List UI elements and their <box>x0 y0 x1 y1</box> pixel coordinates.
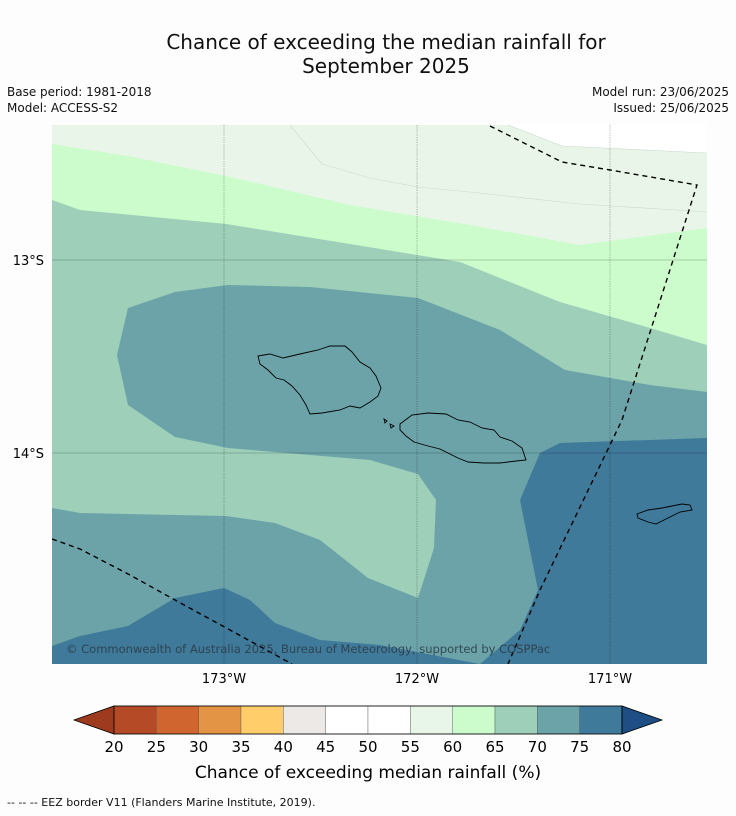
colorbar-tick-label: 20 <box>104 738 123 756</box>
colorbar-tick-label: 30 <box>189 738 208 756</box>
band-75-80-east <box>480 438 707 664</box>
issued-date: Issued: 25/06/2025 <box>613 101 729 115</box>
colorbar-swatch <box>156 705 199 735</box>
model-name: Model: ACCESS-S2 <box>7 101 119 115</box>
colorbar-swatch <box>410 705 453 735</box>
colorbar-swatch <box>113 705 157 735</box>
tutuila-island <box>636 503 693 525</box>
colorbar-tick-label: 40 <box>274 738 293 756</box>
band-75-80-southwest <box>52 588 480 664</box>
colorbar-tick-label: 60 <box>443 738 462 756</box>
lon-label-171w: 171°W <box>588 672 632 687</box>
colorbar-tick-label: 70 <box>528 738 547 756</box>
colorbar-tick-label: 75 <box>570 738 589 756</box>
colorbar-swatch <box>494 705 538 735</box>
lat-label-13s: 13°S <box>13 254 44 269</box>
savaii-island <box>257 345 382 415</box>
colorbar-tick-label: 55 <box>401 738 420 756</box>
eez-footnote: -- -- -- EEZ border V11 (Flanders Marine… <box>7 796 316 809</box>
colorbar-ticks: 20 25 30 35 40 45 50 55 60 65 70 75 80 <box>104 738 631 756</box>
upolu-island <box>399 412 527 464</box>
base-period: Base period: 1981-2018 <box>7 85 152 99</box>
colorbar-swatch <box>325 705 369 735</box>
colorbar-tick-label: 35 <box>231 738 250 756</box>
meta-left: Base period: 1981-2018 Model: ACCESS-S2 <box>7 84 152 116</box>
colorbar-tick-label: 25 <box>147 738 166 756</box>
model-run: Model run: 23/06/2025 <box>591 85 729 99</box>
colorbar-over-arrow <box>621 705 664 735</box>
colorbar-under-arrow <box>72 705 115 735</box>
colorbar-tick-label: 65 <box>485 738 504 756</box>
lat-label-14s: 14°S <box>13 447 44 462</box>
colorbar-swatch <box>537 705 580 735</box>
map-panel: © Commonwealth of Australia 2025, Bureau… <box>52 125 707 664</box>
colorbar-swatch <box>452 705 496 735</box>
eez-border-southwest <box>52 538 293 664</box>
colorbar <box>72 705 664 735</box>
copyright-note: © Commonwealth of Australia 2025, Bureau… <box>66 642 550 656</box>
colorbar-swatch <box>367 705 411 735</box>
colorbar-label: Chance of exceeding median rainfall (%) <box>195 763 541 783</box>
chart-title: Chance of exceeding the median rainfall … <box>0 30 736 78</box>
meta-right: Model run: 23/06/2025 Issued: 25/06/2025 <box>592 84 729 116</box>
colorbar-tick-label: 50 <box>358 738 377 756</box>
lon-label-173w: 173°W <box>202 672 246 687</box>
title-line-2: September 2025 <box>302 54 470 78</box>
eez-border-east <box>489 125 698 664</box>
title-line-1: Chance of exceeding the median rainfall … <box>166 30 606 54</box>
colorbar-swatch <box>198 705 242 735</box>
colorbar-swatch <box>240 705 284 735</box>
colorbar-swatch <box>579 705 623 735</box>
colorbar-tick-label: 45 <box>316 738 335 756</box>
colorbar-tick-label: 80 <box>612 738 631 756</box>
colorbar-swatch <box>283 705 326 735</box>
lon-label-172w: 172°W <box>395 672 439 687</box>
